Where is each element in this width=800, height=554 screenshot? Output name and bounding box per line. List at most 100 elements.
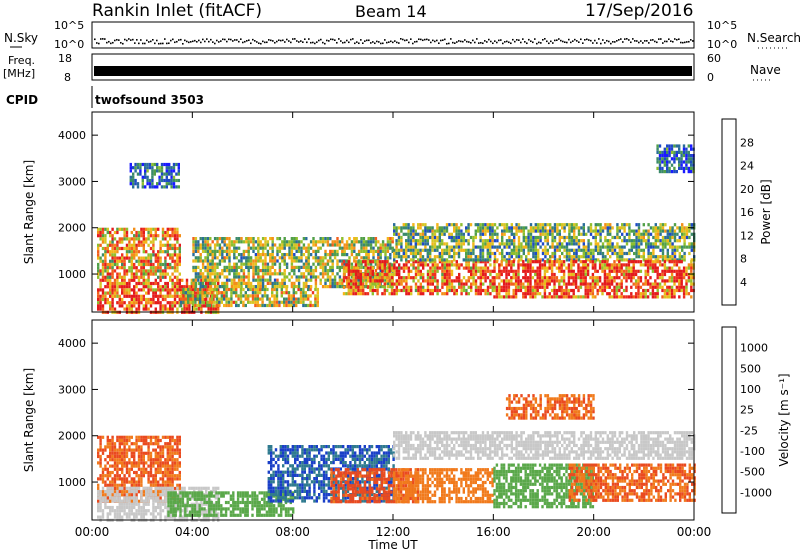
echo-cell xyxy=(165,162,168,167)
echo-cell xyxy=(675,269,679,273)
echo-cell xyxy=(389,256,392,260)
echo-cell xyxy=(159,243,162,247)
echo-cell xyxy=(297,240,301,244)
noise-point xyxy=(102,38,104,40)
echo-cell xyxy=(348,237,351,241)
echo-cell xyxy=(164,250,167,254)
echo-cell xyxy=(209,307,213,311)
echo-cell xyxy=(556,242,559,246)
echo-cell xyxy=(309,285,313,289)
echo-cell xyxy=(123,266,126,270)
echo-cell xyxy=(211,253,214,257)
echo-cell xyxy=(481,245,485,249)
noise-point xyxy=(456,41,458,43)
echo-cell xyxy=(510,260,513,264)
echo-cell xyxy=(194,278,198,282)
echo-cell xyxy=(383,272,386,277)
echo-cell xyxy=(500,288,503,293)
echo-cell xyxy=(651,266,655,270)
echo-cell xyxy=(625,288,628,293)
echo-cell xyxy=(206,243,210,247)
echo-cell xyxy=(233,265,236,269)
echo-cell xyxy=(314,253,318,257)
echo-cell xyxy=(512,282,515,286)
echo-cell xyxy=(414,285,418,289)
echo-cell xyxy=(395,288,398,293)
echo-cell xyxy=(604,245,607,249)
echo-cell xyxy=(201,297,204,301)
echo-cell xyxy=(683,255,686,259)
echo-cell xyxy=(307,253,310,257)
echo-cell xyxy=(146,162,149,167)
echo-cell xyxy=(312,269,315,273)
echo-cell xyxy=(673,170,676,174)
echo-cell xyxy=(570,248,573,252)
echo-cell xyxy=(431,242,434,246)
echo-cell xyxy=(573,251,576,256)
echo-cell xyxy=(426,235,429,240)
echo-cell xyxy=(532,239,535,243)
echo-cell xyxy=(233,246,236,250)
echo-cell xyxy=(436,248,439,252)
echo-cell xyxy=(669,235,672,240)
echo-cell xyxy=(247,294,250,298)
echo-cell xyxy=(639,260,643,264)
echo-cell xyxy=(424,235,427,240)
echo-cell xyxy=(168,162,171,167)
echo-cell xyxy=(472,242,475,246)
echo-cell xyxy=(673,157,676,161)
echo-cell xyxy=(341,278,344,282)
echo-cell xyxy=(515,232,518,236)
echo-cell xyxy=(589,229,593,233)
echo-cell xyxy=(230,240,234,244)
echo-cell xyxy=(147,307,150,311)
echo-cell xyxy=(517,266,520,270)
echo-cell xyxy=(680,260,683,264)
echo-cell xyxy=(205,297,208,302)
noise-point xyxy=(510,42,512,45)
echo-cell xyxy=(395,285,398,289)
echo-cell xyxy=(543,282,547,286)
echo-cell xyxy=(450,282,454,286)
echo-cell xyxy=(178,285,181,289)
echo-cell xyxy=(355,256,358,260)
echo-cell xyxy=(164,237,167,241)
echo-cell xyxy=(233,249,236,253)
echo-cell xyxy=(164,294,167,298)
echo-cell xyxy=(522,292,525,296)
echo-cell xyxy=(472,235,475,240)
echo-cell xyxy=(154,288,157,292)
echo-cell xyxy=(522,282,525,286)
echo-cell xyxy=(245,262,248,266)
echo-cell xyxy=(465,266,468,270)
echo-cell xyxy=(539,223,542,227)
echo-cell xyxy=(568,242,571,246)
echo-cell xyxy=(352,282,355,286)
echo-cell xyxy=(341,281,344,285)
echo-cell xyxy=(397,232,401,236)
noise-point xyxy=(450,38,452,40)
echo-cell xyxy=(433,239,437,243)
echo-cell xyxy=(192,281,195,285)
echo-cell xyxy=(324,253,327,257)
echo-cell xyxy=(445,223,449,227)
echo-cell xyxy=(376,276,379,280)
echo-cell xyxy=(97,288,100,292)
echo-cell xyxy=(360,265,363,269)
echo-cell xyxy=(398,279,401,283)
echo-cell xyxy=(501,255,504,259)
echo-cell xyxy=(125,288,129,292)
echo-cell xyxy=(261,297,264,301)
echo-cell xyxy=(104,278,107,282)
echo-cell xyxy=(185,281,189,286)
echo-cell xyxy=(649,242,653,246)
echo-cell xyxy=(353,240,356,244)
echo-cell xyxy=(563,255,566,259)
echo-cell xyxy=(675,144,678,148)
echo-cell xyxy=(608,272,611,277)
echo-cell xyxy=(659,242,662,246)
echo-cell xyxy=(118,240,121,244)
echo-cell xyxy=(353,246,356,250)
noise-point xyxy=(224,38,226,41)
echo-cell xyxy=(465,251,468,256)
